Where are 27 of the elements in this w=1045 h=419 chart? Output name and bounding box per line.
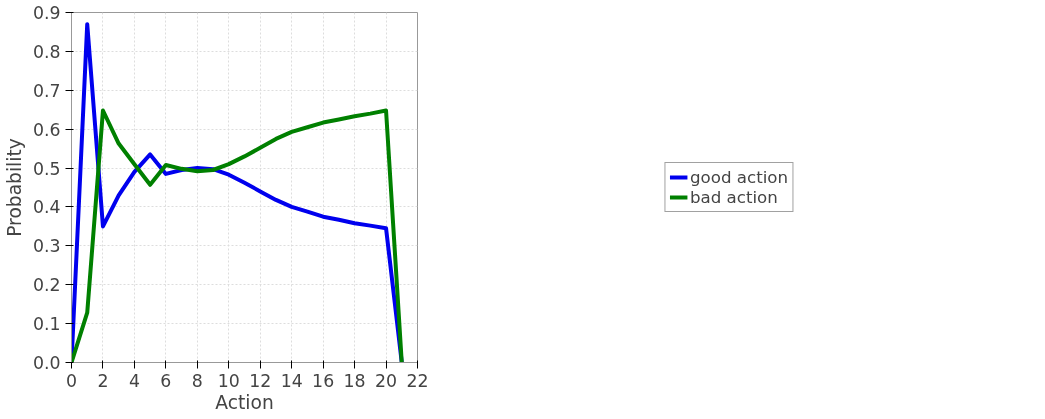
x-axis-title: Action <box>215 391 274 413</box>
x-tick-label: 14 <box>280 370 303 391</box>
y-axis-title: Probability <box>3 138 25 237</box>
y-tick-label: 0.9 <box>32 3 61 23</box>
x-tick-label: 8 <box>191 370 203 391</box>
line-series <box>71 108 404 363</box>
y-tick-label: 0.0 <box>32 353 61 373</box>
x-tick-label: 0 <box>65 370 78 391</box>
x-tick-label: 12 <box>249 370 272 391</box>
y-tick-label: 0.8 <box>32 41 61 62</box>
x-tick-label: 4 <box>128 370 140 391</box>
y-tick-label: 0.1 <box>32 314 61 335</box>
x-tick-label: 16 <box>312 370 335 391</box>
y-tick-label: 0.5 <box>32 158 61 179</box>
y-tick-label: 0.7 <box>32 80 61 101</box>
legend-label: good action <box>689 167 789 187</box>
x-tick-label: 6 <box>160 370 172 391</box>
x-tick-label: 10 <box>217 370 240 391</box>
x-tick-label: 22 <box>406 370 429 391</box>
x-tick-label: 20 <box>375 370 398 391</box>
x-tick-label: 18 <box>343 370 366 391</box>
y-tick-label: 0.2 <box>32 275 61 296</box>
legend-label: bad action <box>689 187 778 207</box>
y-tick-label: 0.3 <box>32 236 61 257</box>
x-tick-label: 2 <box>97 370 109 391</box>
y-tick-label: 0.4 <box>32 197 61 218</box>
y-tick-label: 0.6 <box>32 119 61 140</box>
